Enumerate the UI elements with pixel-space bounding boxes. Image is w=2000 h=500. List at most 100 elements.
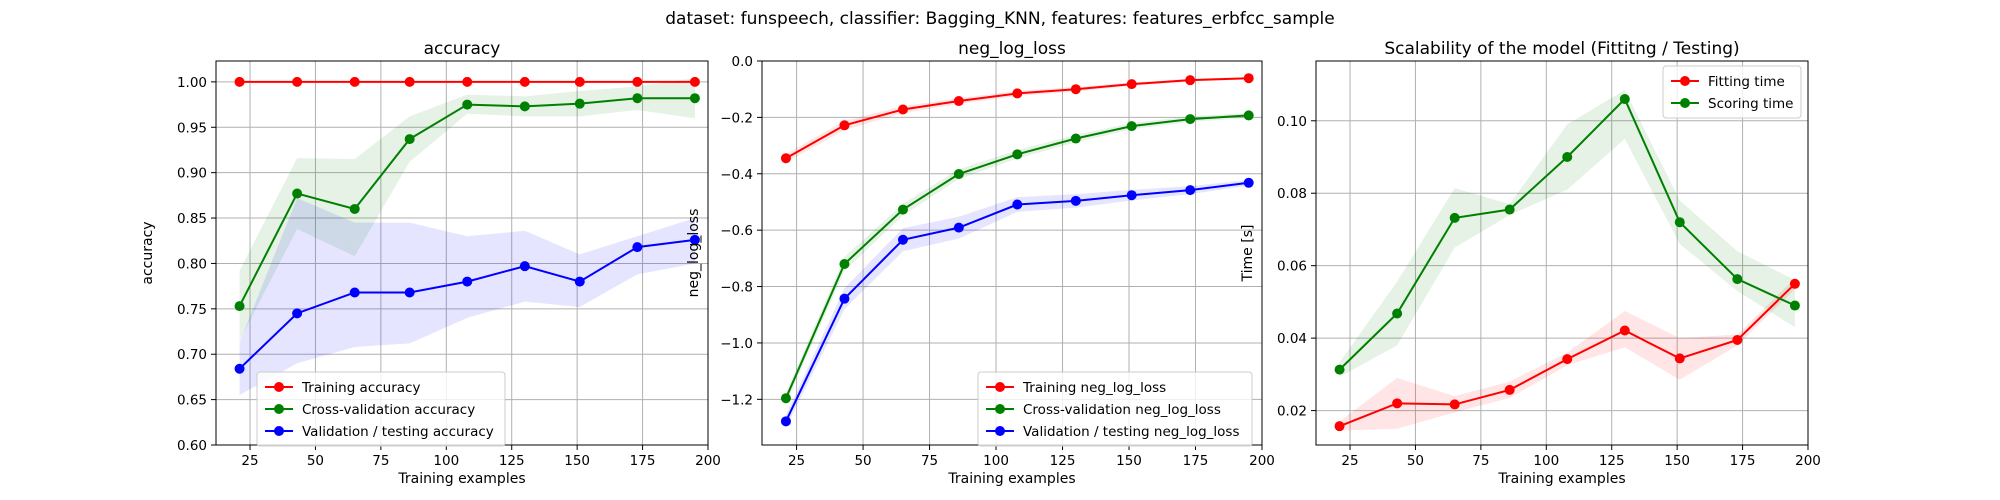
legend: Fitting time Scoring time	[1662, 65, 1802, 119]
x-tick-label: 50	[307, 453, 324, 469]
data-point	[1562, 354, 1573, 365]
data-point	[689, 93, 700, 104]
legend-marker	[1680, 98, 1690, 108]
x-tick-label: 75	[921, 453, 938, 469]
data-point	[1504, 204, 1515, 215]
y-tick-label: 0.60	[177, 438, 207, 454]
axes-frame	[1315, 60, 1809, 446]
y-tick-label: −0.6	[720, 223, 753, 239]
x-tick-label: 25	[1341, 453, 1358, 469]
data-point	[953, 222, 964, 233]
data-point	[349, 203, 360, 214]
data-point	[234, 363, 245, 374]
data-point	[462, 76, 473, 87]
y-tick-label: −0.2	[720, 110, 753, 126]
data-point	[462, 99, 473, 110]
subplot-title: neg_log_loss	[958, 39, 1066, 59]
data-point	[1334, 364, 1345, 375]
y-axis-label: accuracy	[140, 221, 156, 284]
y-tick-label: 0.75	[177, 302, 207, 318]
x-tick-label: 100	[433, 453, 459, 469]
legend-marker	[274, 426, 284, 436]
legend-marker	[995, 404, 1005, 414]
data-point	[1392, 398, 1403, 409]
data-point	[1449, 399, 1460, 410]
data-point	[780, 416, 791, 427]
x-tick-label: 200	[1795, 453, 1821, 469]
legend-label: Validation / testing neg_log_loss	[1023, 424, 1239, 440]
x-tick-label: 150	[1116, 453, 1142, 469]
y-tick-label: 0.06	[1277, 259, 1307, 275]
legend-label: Validation / testing accuracy	[302, 424, 494, 440]
data-point	[1126, 121, 1137, 132]
data-point	[574, 276, 585, 287]
x-axis-label: Training examples	[397, 471, 525, 487]
legend: Training accuracy Cross-validation accura…	[256, 371, 506, 447]
legend-label: Fitting time	[1708, 74, 1785, 90]
subplot-3: 25 50 75 100 125 150 175 200 0.02 0.04 0.06 0.08 0.1…	[1240, 39, 1821, 487]
y-tick-label: 0.65	[177, 393, 207, 409]
y-tick-label: 0.0	[732, 54, 753, 70]
data-point	[1732, 274, 1743, 285]
x-tick-label: 75	[1472, 453, 1489, 469]
data-point	[234, 301, 245, 312]
data-point	[1732, 334, 1743, 345]
data-point	[689, 234, 700, 245]
data-point	[349, 76, 360, 87]
x-tick-label: 150	[564, 453, 590, 469]
subplot-title: accuracy	[424, 39, 501, 59]
x-tick-label: 25	[241, 453, 258, 469]
x-tick-label: 175	[1730, 453, 1756, 469]
x-tick-label: 75	[372, 453, 389, 469]
x-axis-label: Training examples	[1497, 471, 1625, 487]
data-point	[1185, 185, 1196, 196]
data-point	[632, 242, 643, 253]
y-axis-label: Time [s]	[1240, 225, 1256, 283]
data-point	[574, 98, 585, 109]
y-tick-label: −1.0	[720, 336, 753, 352]
data-point	[839, 293, 850, 304]
data-point	[234, 76, 245, 87]
subplot-title: Scalability of the model (Fittitng / Tes…	[1384, 39, 1739, 59]
legend-label: Cross-validation accuracy	[302, 402, 475, 418]
legend-marker	[274, 382, 284, 392]
data-point	[1126, 190, 1137, 201]
legend-label: Training neg_log_loss	[1022, 380, 1166, 396]
x-tick-label: 25	[788, 453, 805, 469]
plot-area	[216, 61, 708, 445]
data-point	[1070, 133, 1081, 144]
subplot-1: 25 50 75 100 125 150 175 200 0.60 0.65 0.70 0.75 0.8…	[140, 39, 721, 487]
x-tick-label: 150	[1664, 453, 1690, 469]
y-tick-label: −1.2	[720, 392, 753, 408]
plot-area	[1316, 61, 1808, 445]
y-tick-label: 0.04	[1277, 331, 1307, 347]
legend-marker	[995, 382, 1005, 392]
data-point	[1674, 353, 1685, 364]
data-point	[1334, 421, 1345, 432]
y-tick-label: −0.4	[720, 167, 753, 183]
legend-label: Training accuracy	[301, 380, 420, 396]
data-point	[1504, 384, 1515, 395]
data-point	[404, 134, 415, 145]
y-tick-label: 0.02	[1277, 404, 1307, 420]
data-point	[1562, 152, 1573, 162]
x-tick-label: 100	[983, 453, 1009, 469]
data-point	[349, 287, 360, 298]
x-tick-label: 50	[1407, 453, 1424, 469]
data-point	[519, 261, 530, 272]
data-point	[897, 234, 908, 245]
y-axis-label: neg_log_loss	[686, 209, 702, 298]
legend-frame	[1662, 65, 1802, 119]
data-point	[1070, 84, 1081, 95]
data-point	[1789, 300, 1800, 311]
x-tick-label: 200	[695, 453, 721, 469]
data-point	[839, 258, 850, 269]
x-axis-label: Training examples	[947, 471, 1075, 487]
confidence-band	[239, 198, 695, 396]
data-point	[1392, 308, 1403, 319]
x-tick-label: 175	[630, 453, 656, 469]
data-point	[292, 308, 303, 319]
data-point	[897, 104, 908, 115]
subplot-2: 25 50 75 100 125 150 175 200 −1.2 −1.0 −0.8 −0.6 −0.…	[686, 39, 1275, 487]
